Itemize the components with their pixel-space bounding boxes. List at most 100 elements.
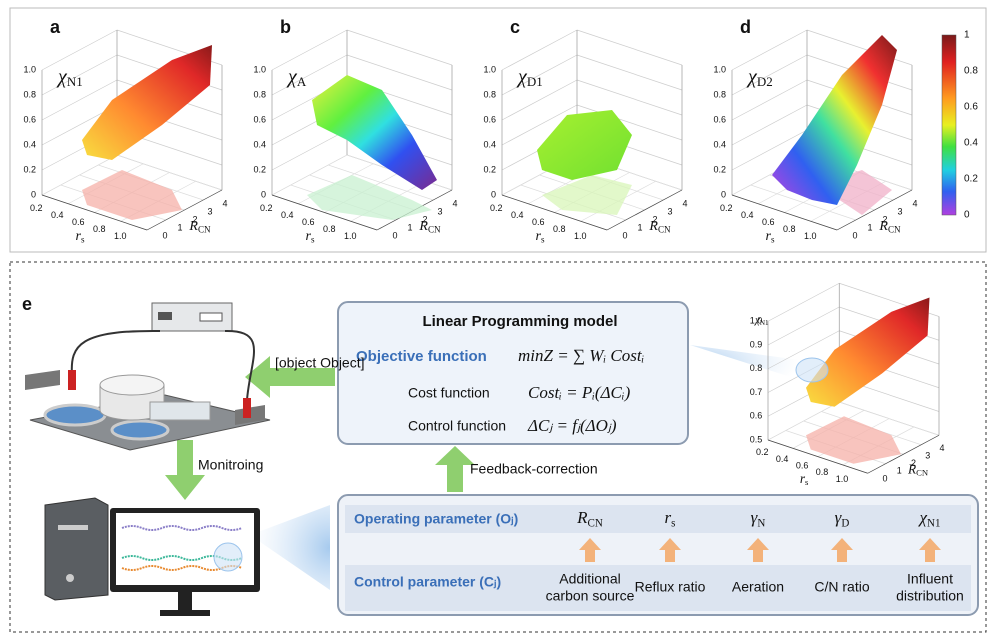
highlight	[795, 357, 829, 383]
row-title: Control parameter (Cⱼ)	[354, 574, 501, 590]
equation: ΔCⱼ = fⱼ(ΔOⱼ)	[527, 416, 617, 435]
tank	[43, 403, 107, 427]
tower-slot	[58, 525, 88, 530]
equation: Costᵢ = Pᵢ(ΔCᵢ)	[528, 383, 631, 402]
arrow	[747, 538, 769, 562]
axis-line	[576, 79, 683, 116]
subscript: s	[805, 477, 809, 487]
symbol: R	[648, 219, 658, 234]
power	[66, 574, 74, 582]
rcn-tick-label: 1	[897, 466, 902, 476]
subscript: CN	[916, 468, 929, 478]
subscript: N	[757, 517, 765, 529]
symbol: R	[418, 219, 428, 234]
z-tick-label: 0.7	[750, 387, 763, 397]
rs-tick-label: 1.0	[574, 231, 587, 241]
control-item: C/N ratio	[814, 579, 869, 595]
z-tick-label: 0	[261, 189, 266, 199]
rcn-tick-label: 0	[853, 230, 858, 240]
rcn-tick-label: 1	[178, 222, 183, 232]
rcn-tick-label: 2	[911, 458, 916, 468]
axis-line	[501, 104, 578, 146]
control-item: Aeration	[732, 579, 784, 595]
rs-tick-label: 0.2	[756, 447, 769, 457]
rcn-tick-label: 2	[653, 214, 658, 224]
rcn-tick-label: 3	[208, 206, 213, 216]
subscript: CN	[658, 225, 671, 235]
z-tick-label: 0.2	[253, 164, 266, 174]
symbol: r	[665, 508, 672, 527]
axis-label: RCN	[418, 219, 441, 234]
stand	[178, 592, 192, 612]
trace	[121, 565, 243, 571]
rs-tick-label: 0.6	[72, 217, 85, 227]
trace	[121, 525, 243, 531]
subscript: CN	[588, 517, 603, 529]
rcn-tick-label: 2	[193, 214, 198, 224]
cable	[70, 329, 255, 401]
colorbar-tick-label: 0.4	[964, 138, 978, 149]
stand-base	[160, 610, 210, 616]
param-symbol: χN1	[918, 508, 941, 529]
axis-line	[501, 194, 608, 231]
z-tick-label: 0.4	[483, 139, 496, 149]
z-tick-label: 0.4	[23, 139, 36, 149]
rcn-tick-label: 0	[393, 230, 398, 240]
symbol: χ	[56, 66, 68, 88]
panel-label: b	[280, 17, 291, 37]
axis-line	[839, 401, 940, 436]
row-name: Control function	[408, 418, 506, 434]
panel-label: c	[510, 17, 520, 37]
z-tick-label: 0.5	[750, 434, 763, 444]
axis-line	[41, 29, 118, 71]
axis-line	[576, 54, 683, 91]
rs-tick-label: 0.2	[260, 203, 273, 213]
axis-label: RCN	[188, 219, 211, 234]
model-title: Linear Programming model	[422, 313, 617, 330]
surface	[82, 45, 212, 160]
param-symbol: rs	[665, 508, 676, 529]
panel-symbol: χA	[286, 66, 307, 89]
control-item: Influent	[907, 571, 953, 587]
tower	[44, 497, 109, 601]
axis-label: RCN	[878, 219, 901, 234]
rs-tick-label: 0.4	[511, 210, 524, 220]
colorbar-tick-label: 0	[964, 210, 970, 221]
z-tick-label: 1.0	[23, 64, 36, 74]
rcn-tick-label: 2	[423, 214, 428, 224]
lens	[213, 542, 243, 572]
z-tick-label: 1.0	[253, 64, 266, 74]
z-tick-label: 0.8	[483, 89, 496, 99]
rcn-tick-label: 3	[898, 206, 903, 216]
valve	[68, 370, 76, 390]
colorbar-tick-label: 1	[964, 30, 970, 41]
axis-line	[346, 29, 453, 66]
tank-top	[99, 374, 165, 396]
subscript: N1	[67, 74, 83, 89]
rcn-tick-label: 1	[408, 222, 413, 232]
surface	[312, 75, 437, 190]
colorbar	[941, 34, 957, 216]
axis-line	[576, 104, 683, 141]
controller-part	[199, 312, 223, 322]
panel-label: a	[50, 17, 61, 37]
subscript: s	[541, 235, 545, 245]
computer-illustration	[44, 497, 260, 616]
axis-line	[731, 79, 808, 121]
subscript: D	[841, 517, 849, 529]
z-tick-label: 0.6	[23, 114, 36, 124]
axis-line	[328, 164, 434, 201]
symbol: r	[306, 229, 312, 244]
z-tick-label: 1.0	[713, 64, 726, 74]
plant-illustration	[25, 302, 271, 451]
rcn-tick-label: 4	[223, 198, 228, 208]
axis-line	[116, 154, 223, 191]
z-tick-label: 0	[31, 189, 36, 199]
subscript: N1	[760, 318, 769, 326]
surface	[537, 110, 632, 180]
rcn-tick-label: 0	[882, 473, 887, 483]
arrow	[165, 440, 205, 500]
arrow	[831, 538, 853, 562]
arrow	[919, 538, 941, 562]
